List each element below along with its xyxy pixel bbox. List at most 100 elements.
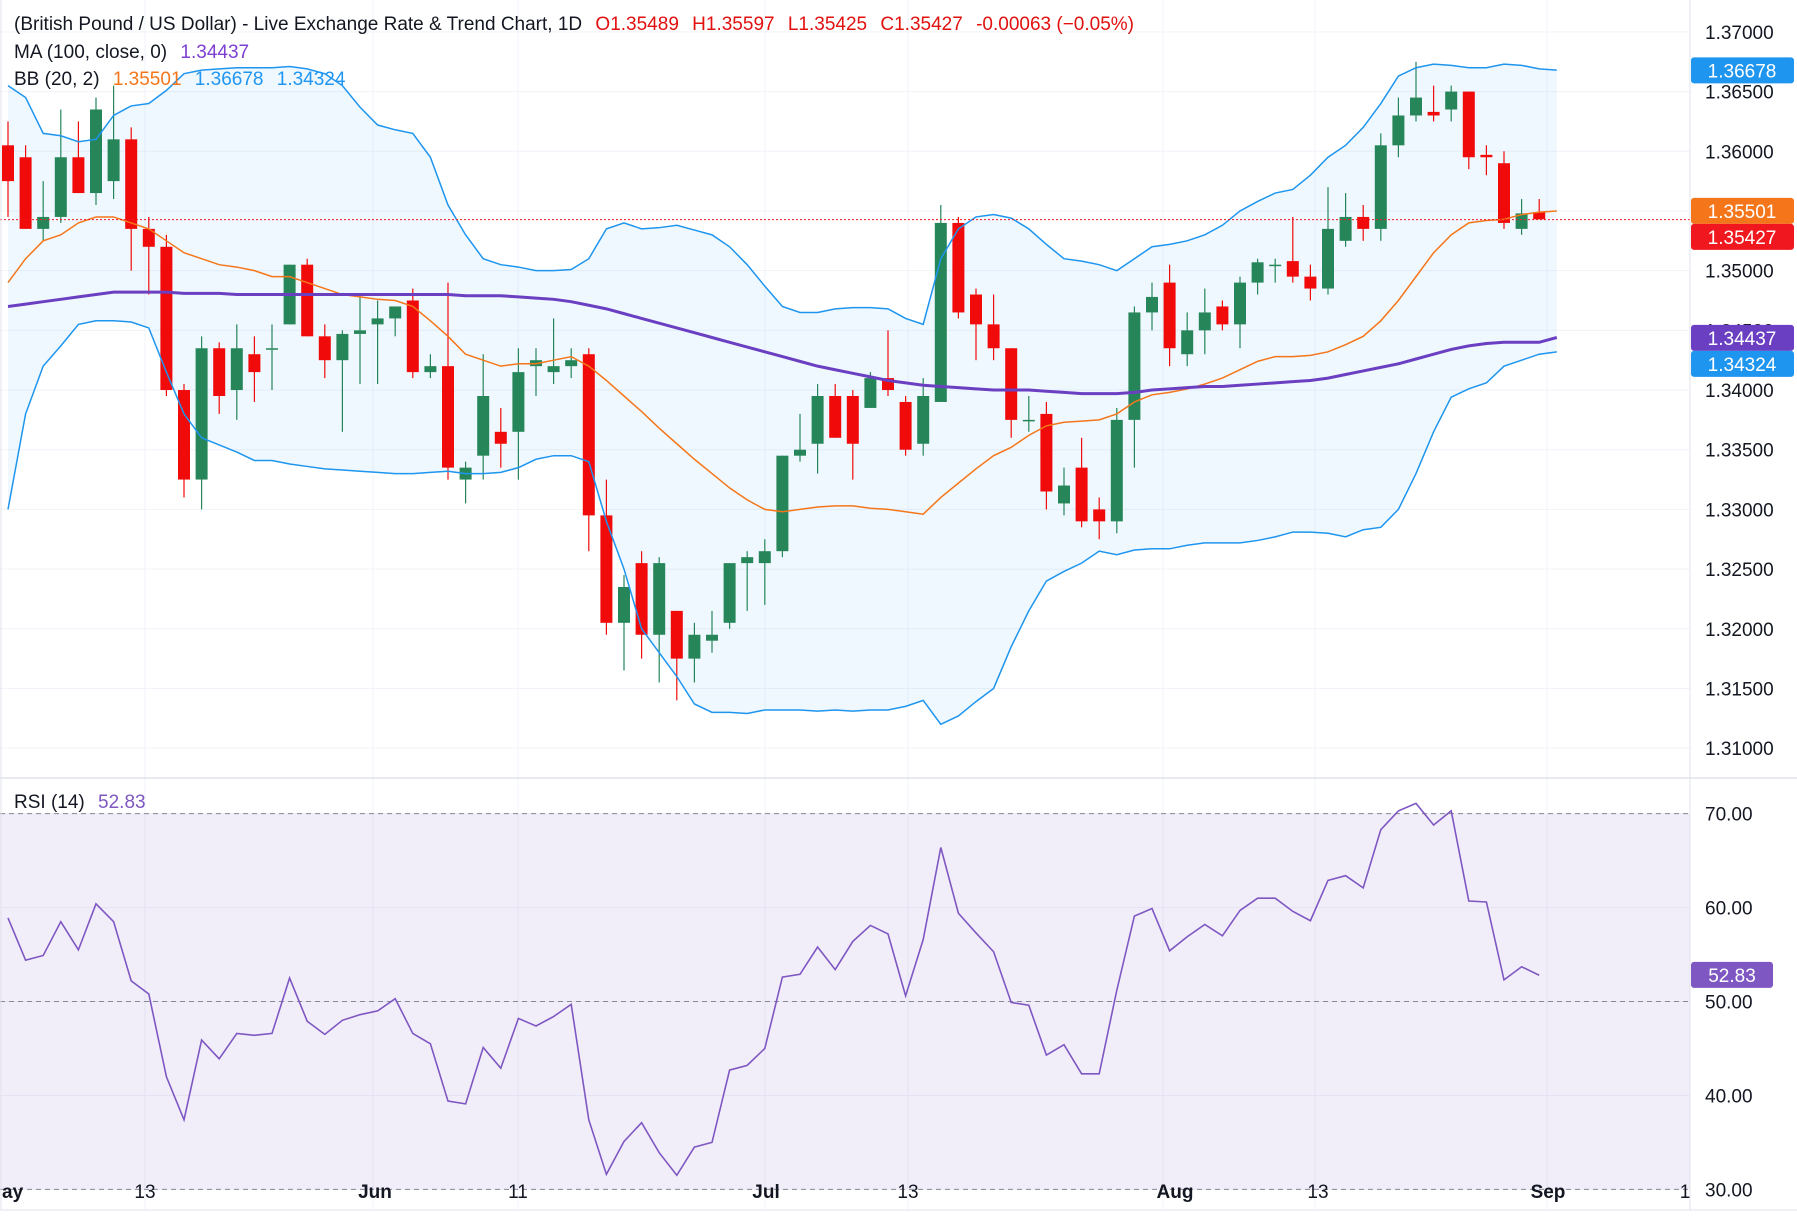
candle-body [424, 366, 437, 373]
open-value: O1.35489 [595, 14, 679, 35]
time-tick-label: Jun [358, 1182, 392, 1203]
ma-label: MA (100, close, 0) [14, 42, 168, 63]
candle-body [477, 396, 490, 456]
price-tick-label: 1.32000 [1705, 620, 1774, 641]
candle-body [987, 324, 1000, 349]
candle-body [882, 378, 894, 391]
candle-body [741, 557, 754, 564]
price-tick-label: 1.34000 [1705, 381, 1774, 402]
rsi-tick-label: 60.00 [1705, 899, 1753, 920]
candle-body [19, 157, 32, 229]
bollinger-bands [8, 64, 1557, 725]
time-tick-label: 13 [897, 1182, 918, 1203]
symbol-title: (British Pound / US Dollar) - Live Excha… [14, 14, 583, 35]
price-tick-label: 1.32500 [1705, 560, 1774, 581]
time-tick-label: Sep [1531, 1182, 1566, 1203]
candle-body [864, 378, 877, 408]
indicator-lines [0, 63, 1690, 726]
close-value: C1.35427 [880, 14, 963, 35]
price-tick-label: 1.33500 [1705, 441, 1774, 462]
price-label-box [1691, 350, 1794, 377]
candle-body [1498, 163, 1510, 223]
price-tick-label: 1.31000 [1705, 739, 1774, 760]
candle-body [195, 348, 208, 480]
price-label-text: 1.36678 [1708, 61, 1777, 82]
candle-body [1410, 97, 1422, 116]
candle-body [1163, 282, 1176, 349]
candle-body [142, 228, 155, 247]
legend-bb: BB (20, 2) 1.35501 1.36678 1.34324 [14, 69, 353, 91]
rsi-line [7, 802, 1540, 1177]
price-labels: 1.36678 1.35501 1.35427 1.34437 1.34324 52.83 [1691, 57, 1794, 988]
bb-lower-value: 1.34324 [276, 69, 346, 90]
candle-body [90, 109, 102, 194]
low-value: L1.35425 [787, 14, 868, 35]
price-tick-label: 1.36000 [1705, 142, 1774, 163]
candle-body [1005, 348, 1018, 420]
candlesticks [2, 61, 1546, 701]
candle-body [670, 610, 683, 659]
price-label-box [1691, 223, 1794, 250]
price-tick-label: 1.31500 [1705, 679, 1774, 700]
candle-body [1075, 467, 1088, 522]
rsi-pane [0, 802, 1690, 1190]
candle-body [547, 366, 560, 373]
candle-body [618, 587, 630, 623]
candle-body [600, 515, 613, 623]
candle-body [389, 306, 402, 319]
candle-body [1462, 91, 1475, 158]
candle-body [1374, 145, 1387, 229]
candle-body [54, 157, 67, 217]
change-value: -0.00063 (−0.05%) [976, 14, 1134, 35]
bb-upper-line [7, 63, 1557, 326]
legend-header: (British Pound / US Dollar) - Live Excha… [14, 14, 1142, 36]
rsi-tick-label: 70.00 [1705, 805, 1753, 826]
price-label-box [1691, 197, 1794, 224]
price-label-box [1691, 57, 1794, 84]
candle-body [688, 634, 701, 659]
time-tick-label: Aug [1157, 1182, 1194, 1203]
candle-body [776, 455, 789, 552]
time-tick-label: 1 [1680, 1182, 1691, 1203]
candle-body [2, 145, 14, 182]
candle-body [1251, 262, 1264, 283]
candle-body [811, 396, 824, 444]
candle-body [125, 139, 138, 229]
candle-body [1216, 306, 1229, 325]
candle-body [371, 318, 384, 325]
bb-basis-value: 1.35501 [112, 69, 182, 90]
candle-body [970, 294, 982, 325]
candle-body [1040, 413, 1053, 492]
time-tick-label: Jul [752, 1182, 779, 1203]
rsi-label-text: 52.83 [1708, 966, 1756, 987]
candle-body [565, 360, 578, 367]
legend-rsi: RSI (14) 52.83 [14, 792, 154, 814]
candle-body [1286, 261, 1299, 277]
candle-body [266, 348, 278, 350]
candle-body [1269, 264, 1282, 267]
price-label-text: 1.35427 [1708, 228, 1777, 249]
candle-body [1515, 213, 1528, 229]
rsi-label-box [1691, 961, 1773, 988]
candle-body [1022, 419, 1035, 422]
rsi-tick-label: 40.00 [1705, 1086, 1753, 1107]
candle-body [758, 551, 771, 564]
bollinger-fill [8, 64, 1557, 725]
time-tick-label: 13 [1307, 1182, 1328, 1203]
candle-body [1480, 154, 1493, 158]
candle-body [1234, 282, 1246, 325]
price-label-text: 1.35501 [1708, 202, 1777, 223]
candle-body [934, 222, 947, 402]
candle-body [952, 222, 965, 313]
ma-value: 1.34437 [180, 42, 250, 63]
candle-body [512, 372, 525, 432]
time-tick-label: 11 [508, 1182, 528, 1203]
candle-body [1339, 216, 1352, 241]
candle-body [301, 264, 314, 337]
ma100-line [7, 290, 1558, 396]
candle-body [213, 348, 226, 396]
candle-body [917, 396, 930, 444]
rsi-value: 52.83 [98, 792, 146, 813]
bb-label: BB (20, 2) [14, 69, 100, 90]
